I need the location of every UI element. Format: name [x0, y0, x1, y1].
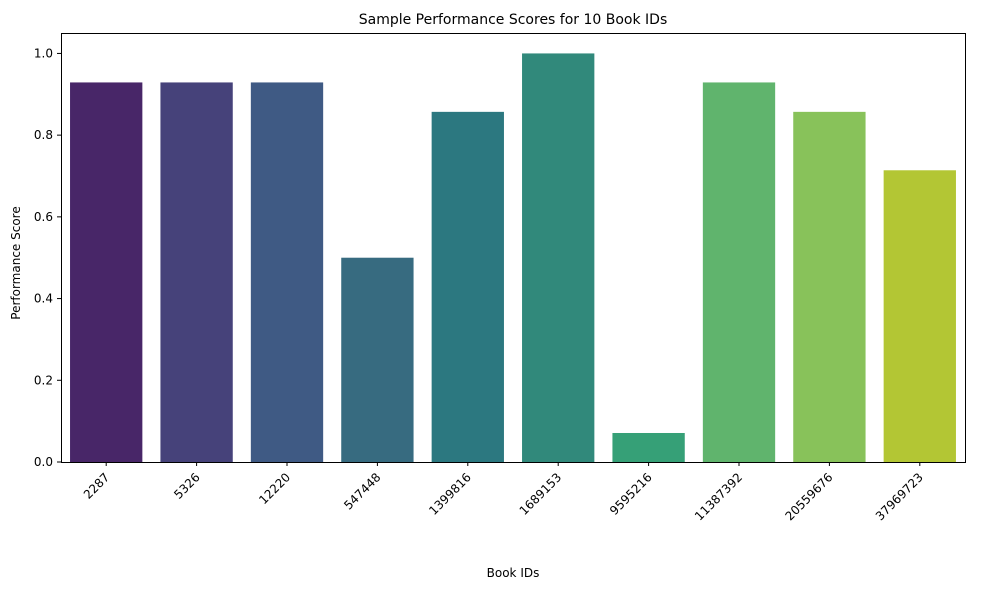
bar-11387392: [702, 82, 776, 463]
bar-37969723: [883, 170, 956, 462]
bar-2287: [70, 82, 143, 463]
x-tick-label: 1689153: [517, 470, 565, 518]
bar-9595216: [612, 432, 685, 462]
x-axis-ticks: 2287 5326 12220 547448 1399816 1689153 9595216…: [81, 462, 926, 523]
x-tick-label: 11387392: [692, 470, 745, 523]
bar-20559676: [793, 111, 866, 463]
y-tick-label: 0.6: [34, 210, 53, 224]
y-tick-label: 0.4: [34, 292, 53, 306]
bar-5326: [160, 82, 233, 463]
y-axis-title: Performance Score: [9, 206, 23, 319]
y-tick-label: 0.2: [34, 373, 53, 387]
bar-1689153: [522, 53, 595, 463]
x-tick-label: 5326: [171, 470, 202, 501]
y-tick-label: 1.0: [34, 46, 53, 60]
bars: [70, 53, 956, 463]
bar-12220: [250, 82, 324, 463]
y-tick-label: 0.8: [34, 128, 53, 142]
x-tick-label: 547448: [341, 470, 383, 512]
x-tick-label: 12220: [256, 470, 293, 507]
y-axis-ticks: 0.0 0.2 0.4 0.6 0.8 1.0: [34, 46, 61, 469]
x-tick-label: 37969723: [873, 470, 926, 523]
y-tick-label: 0.0: [34, 455, 53, 469]
x-tick-label: 20559676: [782, 470, 835, 523]
chart-title: Sample Performance Scores for 10 Book ID…: [359, 12, 668, 28]
x-tick-label: 9595216: [607, 470, 655, 518]
plot-frame: [61, 33, 966, 463]
bar-547448: [341, 257, 414, 462]
x-axis-title: Book IDs: [487, 566, 540, 580]
x-tick-label: 2287: [81, 470, 112, 501]
bar-1399816: [431, 111, 504, 463]
x-tick-label: 1399816: [426, 470, 474, 518]
